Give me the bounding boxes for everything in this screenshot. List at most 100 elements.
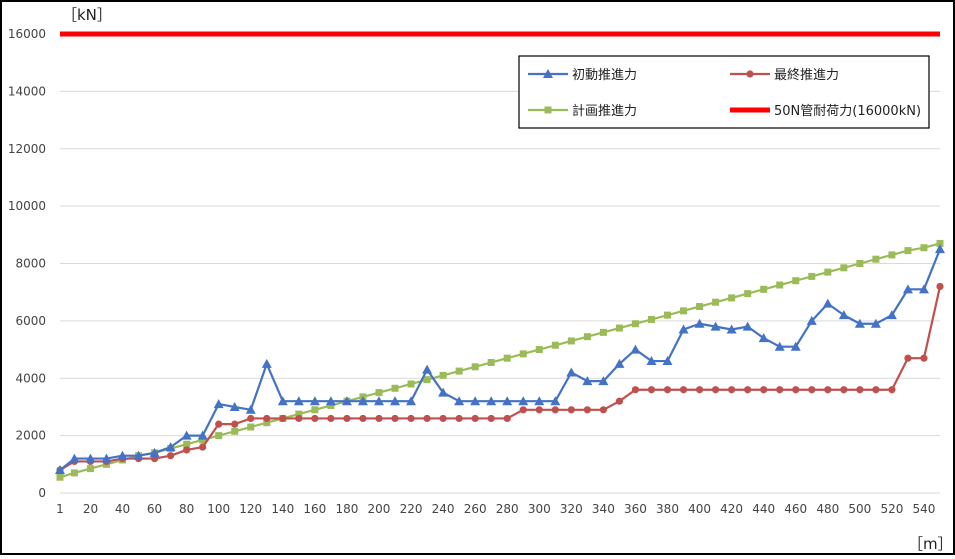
data-point bbox=[870, 318, 881, 328]
data-point bbox=[390, 396, 401, 406]
data-point bbox=[760, 386, 768, 394]
x-tick-label: 140 bbox=[271, 502, 294, 516]
data-point bbox=[808, 386, 816, 394]
data-point bbox=[535, 406, 543, 414]
data-point bbox=[391, 384, 399, 392]
data-point bbox=[679, 386, 688, 394]
data-point bbox=[341, 396, 352, 406]
data-point bbox=[295, 414, 303, 423]
y-tick-label: 8000 bbox=[15, 257, 46, 271]
data-point bbox=[375, 389, 383, 397]
data-point bbox=[534, 396, 545, 406]
data-point bbox=[519, 350, 527, 358]
series-1 bbox=[56, 282, 944, 474]
data-point bbox=[263, 414, 271, 423]
data-point bbox=[325, 396, 336, 406]
data-point bbox=[647, 315, 655, 323]
data-point bbox=[215, 420, 223, 428]
data-point bbox=[792, 386, 800, 394]
data-point bbox=[455, 367, 463, 375]
data-point bbox=[774, 341, 785, 351]
x-tick-label: 100 bbox=[207, 502, 230, 516]
y-tick-label: 10000 bbox=[8, 199, 46, 213]
data-point bbox=[86, 465, 94, 473]
data-point bbox=[904, 247, 912, 255]
data-point bbox=[439, 414, 447, 423]
data-point bbox=[838, 310, 849, 320]
data-point bbox=[295, 410, 303, 418]
legend-item: 最終推進力 bbox=[730, 67, 839, 83]
data-point bbox=[245, 404, 256, 414]
data-point bbox=[454, 396, 465, 406]
data-point bbox=[615, 397, 624, 405]
data-point bbox=[598, 376, 609, 386]
data-point bbox=[936, 282, 944, 291]
data-point bbox=[663, 386, 672, 394]
y-axis-unit-label: ［kN］ bbox=[62, 6, 112, 24]
data-point bbox=[503, 414, 511, 423]
data-point bbox=[487, 414, 495, 423]
data-point bbox=[920, 244, 928, 252]
x-tick-label: 340 bbox=[592, 502, 615, 516]
data-point bbox=[197, 430, 208, 440]
data-point bbox=[935, 244, 945, 254]
y-tick-label: 0 bbox=[38, 486, 46, 500]
data-point bbox=[936, 239, 944, 247]
data-point bbox=[343, 414, 351, 423]
data-point bbox=[470, 396, 481, 406]
y-tick-label: 2000 bbox=[15, 429, 46, 443]
x-tick-label: 320 bbox=[560, 502, 583, 516]
data-point bbox=[215, 432, 223, 440]
data-point bbox=[503, 354, 511, 362]
x-axis-tick-labels: 1 20 40 60 80 100 120 140 160 180 200 220 240 260 280 3… bbox=[56, 502, 935, 516]
data-point bbox=[550, 396, 561, 406]
data-point bbox=[856, 386, 864, 394]
data-point bbox=[231, 420, 239, 428]
data-point bbox=[183, 440, 191, 448]
data-point bbox=[824, 386, 832, 394]
data-point bbox=[293, 396, 304, 406]
data-point bbox=[85, 453, 96, 463]
data-point bbox=[583, 406, 591, 414]
data-point bbox=[583, 333, 591, 341]
x-tick-label: 20 bbox=[83, 502, 98, 516]
data-point bbox=[726, 324, 737, 334]
data-point bbox=[518, 396, 529, 406]
data-point bbox=[423, 414, 431, 423]
data-point bbox=[664, 311, 672, 319]
legend-marker bbox=[543, 69, 553, 78]
data-point bbox=[696, 303, 704, 311]
legend-label: 50N管耐荷力(16000kN) bbox=[774, 104, 921, 119]
data-point bbox=[55, 465, 65, 475]
data-point bbox=[327, 414, 335, 423]
data-point bbox=[631, 320, 639, 328]
data-point bbox=[438, 387, 449, 397]
data-point bbox=[888, 251, 896, 259]
data-point bbox=[181, 430, 192, 440]
data-series bbox=[55, 31, 945, 481]
data-point bbox=[856, 260, 864, 267]
data-point bbox=[486, 396, 497, 406]
data-point bbox=[904, 354, 912, 362]
data-point bbox=[422, 364, 433, 374]
data-point bbox=[199, 436, 207, 444]
x-tick-label: 440 bbox=[752, 502, 775, 516]
data-point bbox=[199, 443, 207, 451]
data-point bbox=[311, 414, 319, 423]
data-point bbox=[423, 376, 431, 384]
data-point bbox=[646, 356, 657, 366]
data-point bbox=[566, 367, 577, 377]
x-tick-label: 160 bbox=[303, 502, 326, 516]
data-point bbox=[776, 281, 784, 289]
data-point bbox=[229, 401, 240, 411]
data-point bbox=[101, 453, 112, 463]
y-axis-tick-labels: 0 2000 4000 6000 8000 10000 12000 14000 16000 bbox=[8, 27, 46, 500]
x-tick-label: 540 bbox=[913, 502, 936, 516]
data-point bbox=[647, 386, 656, 394]
x-tick-label: 260 bbox=[464, 502, 487, 516]
data-point bbox=[886, 310, 897, 320]
data-point bbox=[247, 423, 255, 431]
